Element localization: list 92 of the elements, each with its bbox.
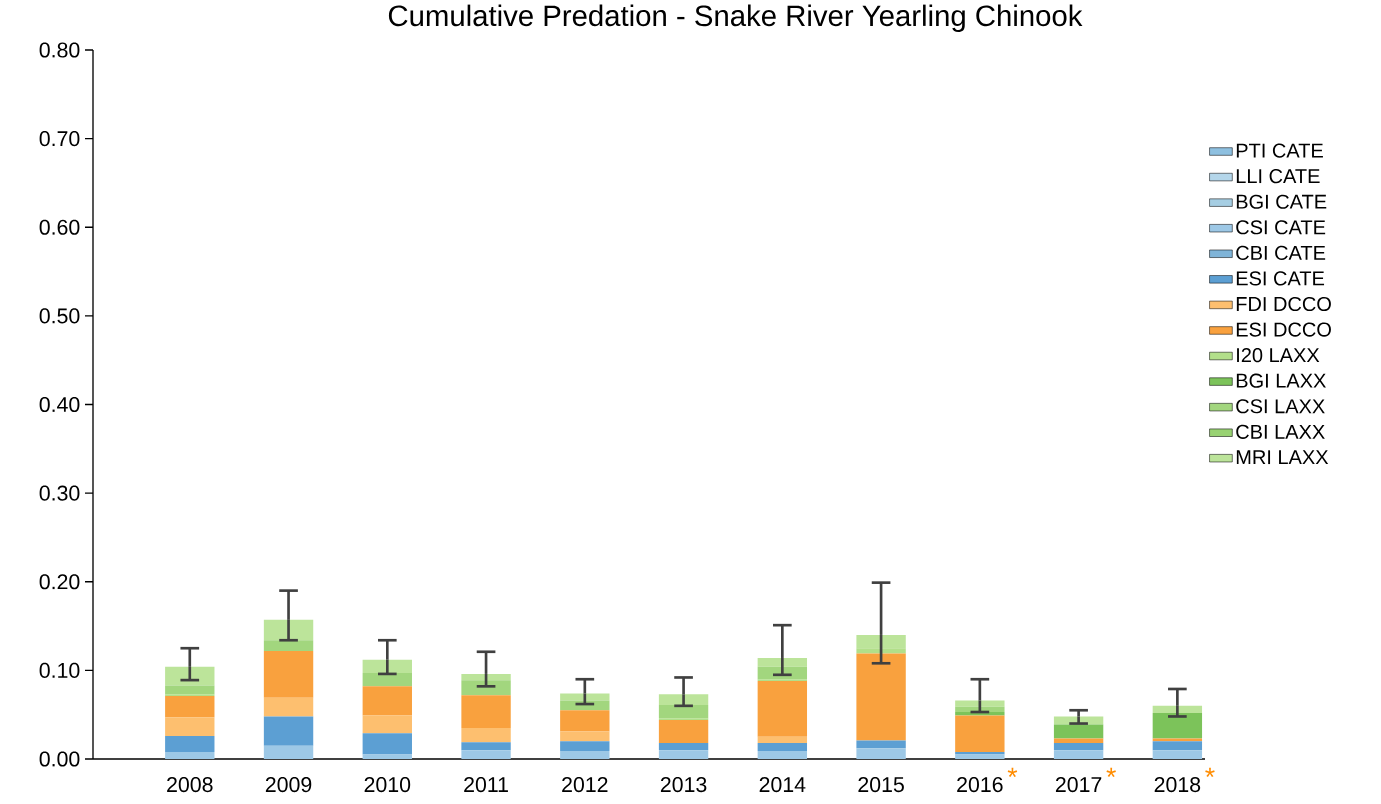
legend-label: BGI CATE: [1236, 194, 1327, 209]
y-tick-label: 0.50: [39, 308, 80, 324]
y-tick-label: 0.40: [39, 396, 80, 413]
legend-label: ESI CATE: [1236, 271, 1325, 286]
x-tick-label: 2014: [759, 777, 806, 793]
bar: [757, 751, 808, 759]
bar: [461, 695, 511, 728]
bar: [560, 710, 610, 732]
bar: [461, 742, 511, 751]
legend-label: MRI LAXX: [1236, 450, 1329, 465]
legend-label: CBI LAXX: [1236, 424, 1325, 439]
bar: [856, 634, 906, 649]
x-tick-label: 2008: [167, 777, 213, 793]
bar: [856, 748, 906, 759]
bar: [1152, 712, 1203, 739]
x-tick-label: 2010: [364, 777, 411, 793]
x-tick-label: 2013: [660, 777, 707, 793]
legend-label: FDI DCCO: [1236, 296, 1331, 312]
bar: [955, 751, 1005, 755]
legend-label: CSI CATE: [1236, 220, 1326, 235]
bar: [263, 697, 314, 717]
bar: [560, 751, 610, 759]
bar: [362, 673, 412, 687]
bar: [757, 681, 808, 737]
x-tick-label: 2011: [464, 777, 508, 793]
chart-title: Cumulative Predation - Snake River Yearling Chinook: [388, 4, 1083, 32]
bar: [165, 735, 215, 752]
bar: [263, 716, 314, 746]
bar: [955, 715, 1005, 752]
bar: [362, 659, 412, 674]
y-tick-label: 0.20: [39, 574, 80, 590]
bar: [165, 685, 215, 695]
y-tick-label: 0.70: [39, 131, 80, 147]
legend-label: BGI LAXX: [1236, 373, 1326, 388]
text: *: [1205, 767, 1215, 778]
bar: [856, 653, 906, 741]
bar: [955, 700, 1005, 707]
legend-label: ESI DCCO: [1236, 322, 1331, 337]
bar: [165, 666, 215, 686]
bar: [461, 750, 511, 759]
x-tick-label: 2018: [1154, 777, 1201, 793]
y-tick-label: 0.30: [39, 485, 80, 501]
bar: [1152, 741, 1203, 751]
x-tick-label: 2015: [858, 777, 904, 793]
bar: [856, 648, 906, 654]
bar: [856, 740, 906, 749]
bar: [757, 736, 808, 744]
bar: [165, 696, 215, 718]
x-tick-label: 2017: [1055, 777, 1102, 793]
text: *: [1007, 767, 1018, 778]
bar: [1053, 750, 1104, 759]
bar: [362, 686, 412, 716]
legend-label: CSI LAXX: [1236, 399, 1325, 414]
bar: [658, 704, 709, 719]
x-tick-label: 2012: [562, 777, 608, 793]
bar: [955, 754, 1005, 759]
bar: [362, 733, 412, 755]
bar: [263, 745, 314, 759]
y-tick-label: 0.60: [39, 219, 80, 235]
legend-label: LLI CATE: [1236, 169, 1320, 184]
legend-label: PTI CATE: [1236, 143, 1323, 158]
x-tick-label: 2016: [957, 777, 1003, 793]
bar: [560, 731, 610, 742]
bar: [757, 743, 808, 752]
bar: [658, 750, 709, 759]
bar: [1152, 705, 1203, 713]
bar: [263, 640, 314, 651]
bar: [560, 693, 610, 701]
bar: [362, 715, 412, 734]
bar: [658, 720, 709, 744]
bar: [1053, 724, 1104, 739]
legend-label: I20 LAXX: [1237, 348, 1320, 363]
bar: [461, 727, 511, 743]
bar: [1053, 743, 1104, 751]
y-tick-label: 0.10: [39, 662, 80, 678]
bar: [263, 619, 314, 641]
bar: [1152, 750, 1203, 759]
bar: [955, 712, 1005, 716]
y-tick-label: 0.80: [39, 42, 80, 58]
bar: [165, 751, 215, 759]
y-tick-label: 0.00: [39, 751, 80, 767]
legend-label: CBI CATE: [1236, 245, 1326, 260]
text: *: [1106, 767, 1116, 778]
bar: [757, 657, 808, 667]
bar: [658, 694, 709, 705]
bar: [461, 680, 511, 696]
bar: [461, 673, 511, 681]
bar: [263, 650, 314, 698]
bar: [165, 717, 215, 736]
x-tick-label: 2009: [265, 777, 312, 793]
bar: [560, 741, 610, 752]
bar: [658, 743, 709, 751]
